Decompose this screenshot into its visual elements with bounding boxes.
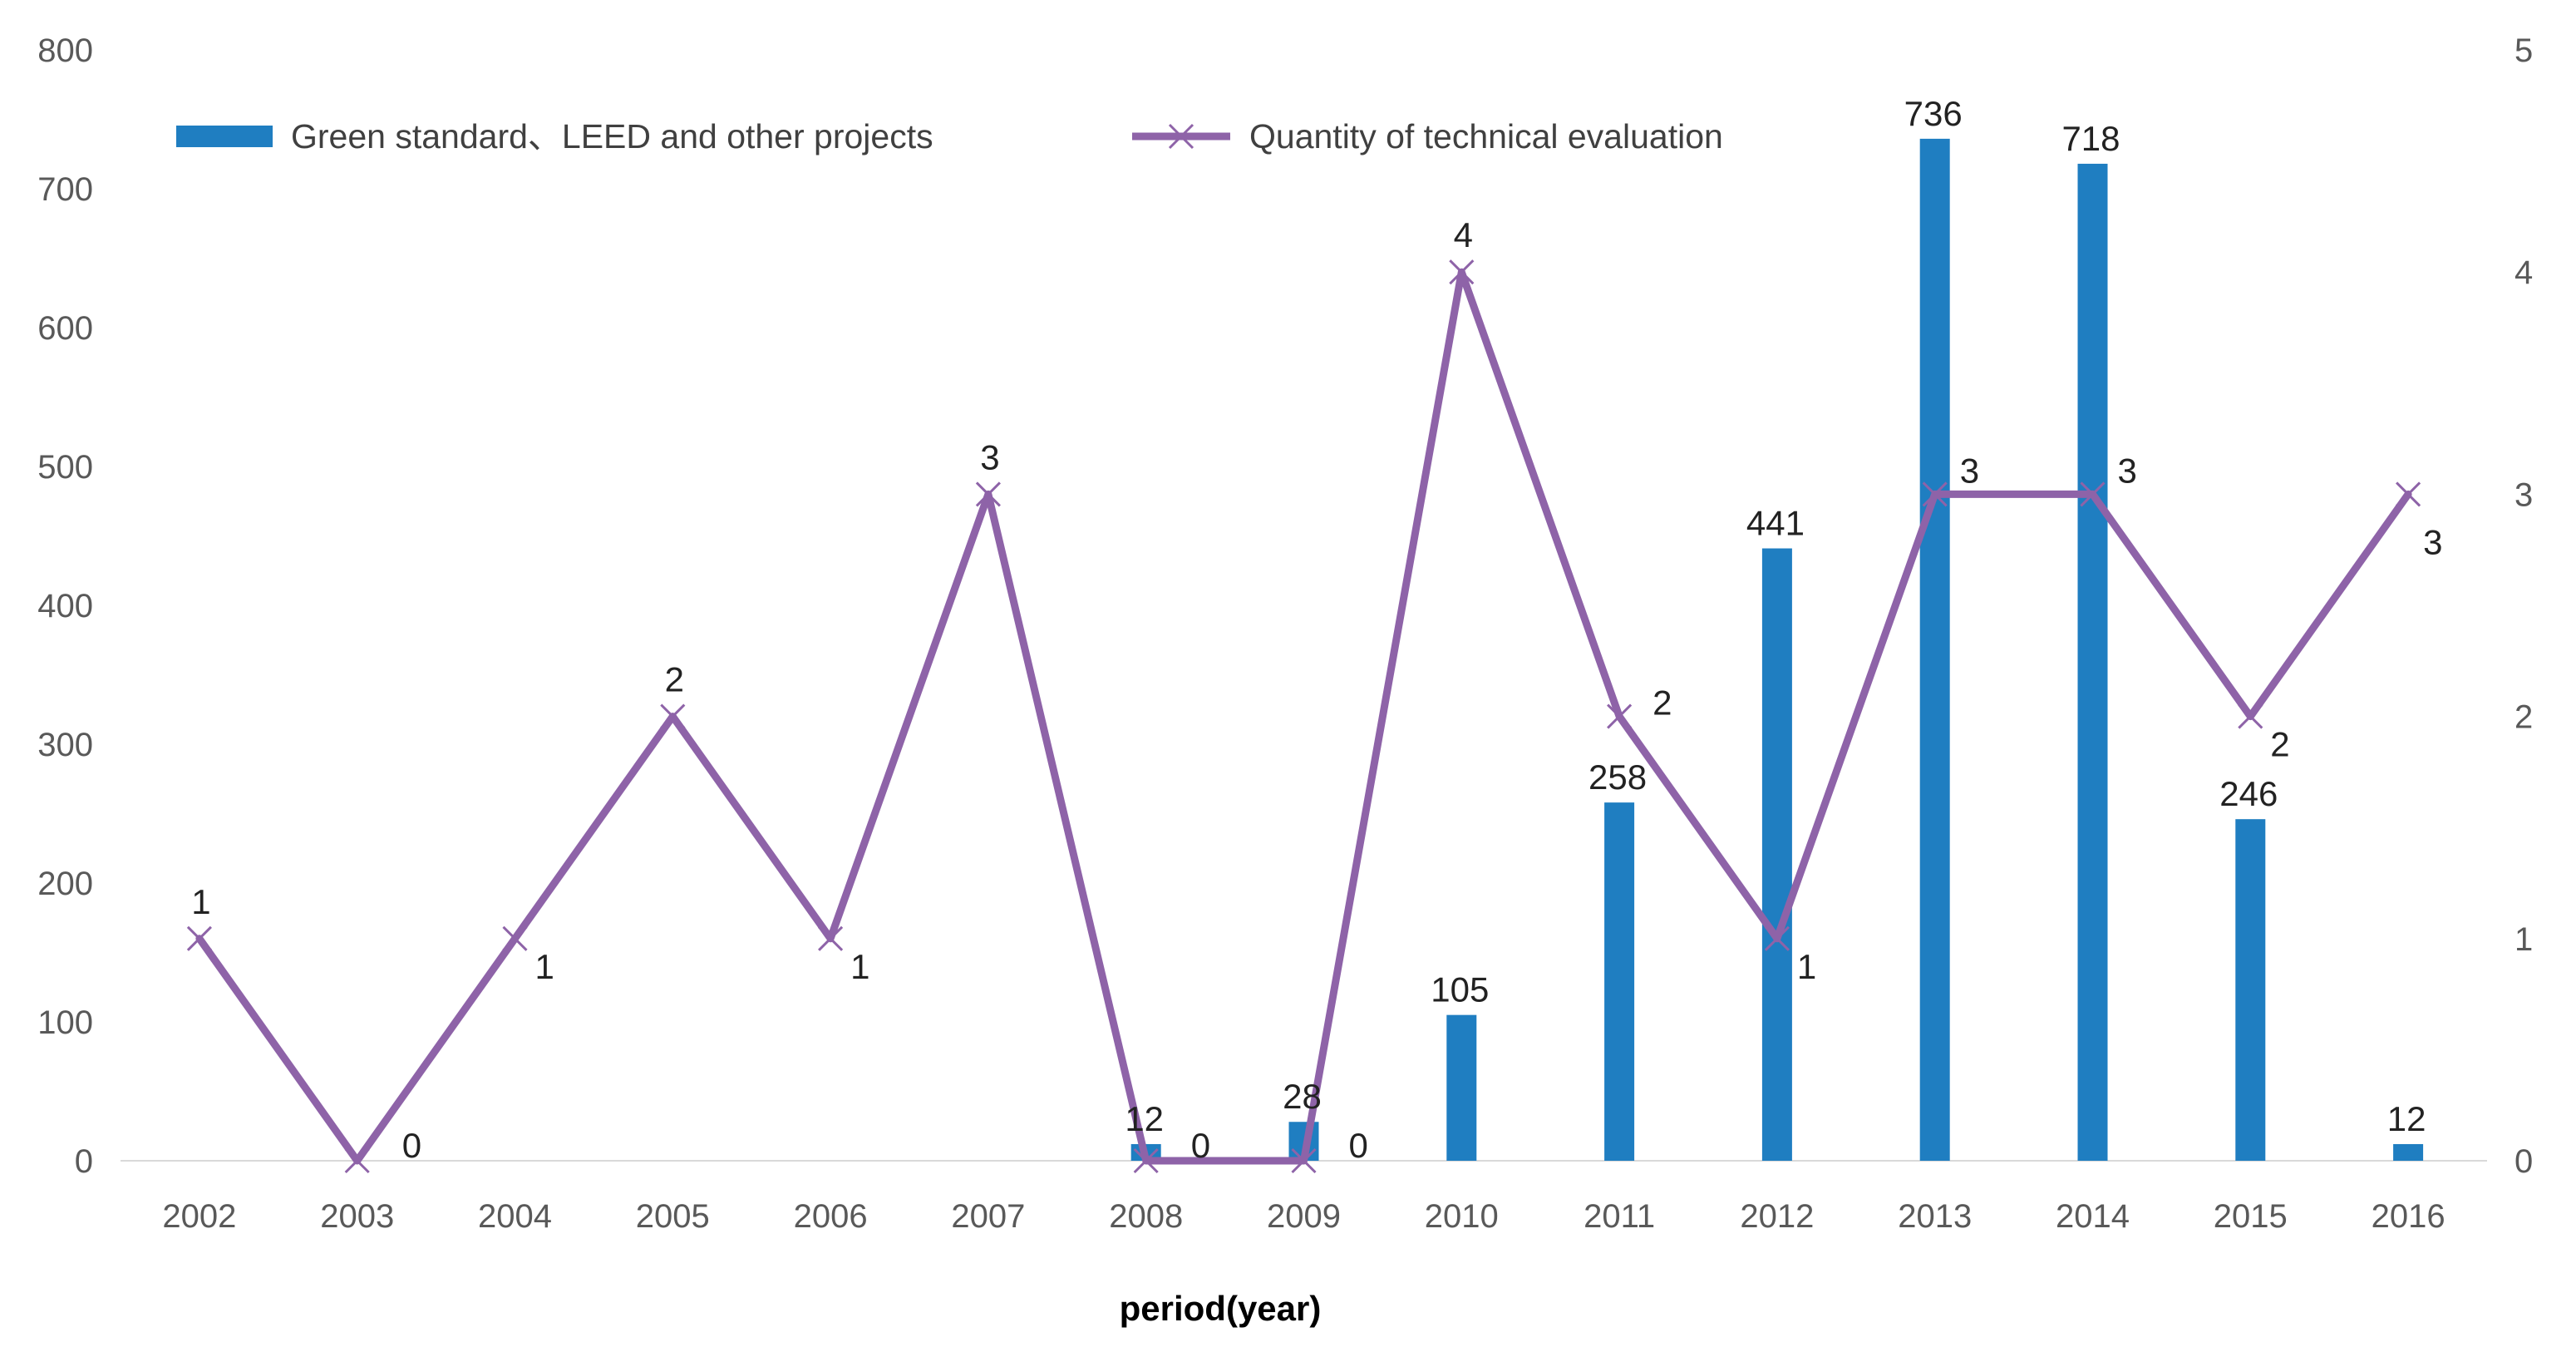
bar-data-label: 258 <box>1588 757 1647 797</box>
bar-data-label: 718 <box>2061 119 2120 158</box>
x-tick-label: 2014 <box>2056 1198 2130 1235</box>
x-tick-label: 2003 <box>320 1198 394 1235</box>
right-tick-label: 1 <box>2514 921 2533 958</box>
left-tick-label: 0 <box>75 1143 93 1180</box>
bar-series <box>1130 138 2424 1162</box>
x-tick-label: 2006 <box>794 1198 868 1235</box>
x-tick-label: 2013 <box>1898 1198 1972 1235</box>
right-tick-label: 0 <box>2514 1143 2533 1180</box>
legend-line-label: Quantity of technical evaluation <box>1249 117 1723 155</box>
line-point <box>1133 1147 1159 1174</box>
bar <box>2235 819 2266 1161</box>
line-point <box>186 925 212 951</box>
x-tick-label: 2005 <box>636 1198 710 1235</box>
line-series <box>186 259 2421 1174</box>
right-tick-label: 4 <box>2514 254 2533 291</box>
line-point <box>1291 1147 1317 1174</box>
bar-data-label: 12 <box>1125 1099 1164 1138</box>
line-point <box>2396 481 2421 507</box>
legend-bar-label: Green standard、LEED and other projects <box>291 117 933 155</box>
bar-data-label: 105 <box>1431 970 1489 1009</box>
line-data-label: 0 <box>1191 1126 1210 1165</box>
x-tick-label: 2009 <box>1267 1198 1341 1235</box>
x-tick-label: 2008 <box>1109 1198 1183 1235</box>
x-tick-label: 2011 <box>1584 1198 1655 1235</box>
line-data-label: 3 <box>1960 451 1979 490</box>
line-path <box>195 268 2412 1165</box>
bar-data-label: 736 <box>1904 94 1963 133</box>
line-data-label: 2 <box>665 660 684 699</box>
line-point <box>660 703 686 729</box>
x-tick-label: 2002 <box>162 1198 236 1235</box>
x-tick-label: 2004 <box>478 1198 552 1235</box>
x-tick-label: 2010 <box>1425 1198 1499 1235</box>
left-tick-label: 500 <box>37 449 93 486</box>
right-tick-label: 2 <box>2514 699 2533 736</box>
left-tick-label: 800 <box>37 32 93 69</box>
line-point <box>2080 481 2106 507</box>
right-tick-label: 3 <box>2514 476 2533 513</box>
right-tick-label: 5 <box>2514 32 2533 69</box>
left-tick-label: 700 <box>37 171 93 208</box>
bar <box>1761 548 1792 1161</box>
line-data-label: 1 <box>850 947 869 986</box>
line-point <box>344 1147 370 1174</box>
line-data-label: 3 <box>2118 451 2137 490</box>
bar <box>2393 1143 2424 1161</box>
left-tick-label: 600 <box>37 310 93 347</box>
left-tick-label: 100 <box>37 1004 93 1041</box>
x-axis-ticks: 2002 2003 2004 2005 2006 2007 2008 2009 2010 2011… <box>162 1198 2445 1235</box>
line-data-label: 0 <box>402 1126 421 1165</box>
bar-data-label: 246 <box>2219 774 2278 813</box>
line-data-label: 1 <box>191 882 210 921</box>
line-data-label: 1 <box>535 947 554 986</box>
line-data-label: 2 <box>1652 683 1672 723</box>
bar <box>1919 138 1950 1161</box>
line-data-label: 1 <box>1797 947 1816 986</box>
line-point <box>975 481 1001 507</box>
legend-bar-swatch <box>176 126 273 147</box>
bar <box>1446 1014 1477 1161</box>
line-data-label: 0 <box>1349 1126 1368 1165</box>
legend: Green standard、LEED and other projects Q… <box>176 117 1723 155</box>
line-point <box>2238 703 2263 729</box>
right-axis-ticks: 0 1 2 3 4 5 <box>2514 32 2533 1180</box>
x-tick-label: 2007 <box>951 1198 1025 1235</box>
line-point <box>1449 259 1475 285</box>
left-tick-label: 300 <box>37 727 93 763</box>
bar-data-label: 28 <box>1283 1077 1322 1116</box>
bar-data-label: 441 <box>1746 504 1805 543</box>
bar <box>1604 802 1635 1161</box>
line-point <box>502 925 528 951</box>
x-tick-label: 2015 <box>2214 1198 2288 1235</box>
line-data-label: 4 <box>1454 215 1473 254</box>
bar-data-label: 12 <box>2387 1099 2426 1138</box>
left-tick-label: 400 <box>37 588 93 624</box>
left-tick-label: 200 <box>37 866 93 902</box>
line-point <box>1607 703 1633 729</box>
legend-line-marker <box>1168 123 1194 150</box>
line-point <box>1764 925 1790 951</box>
line-point <box>1922 481 1948 507</box>
line-data-label: 3 <box>2423 522 2442 561</box>
line-data-label: 2 <box>2270 725 2289 764</box>
line-point <box>818 925 844 951</box>
x-axis-title: period(year) <box>1120 1289 1322 1328</box>
left-axis-ticks: 0 100 200 300 400 500 600 700 800 <box>37 32 93 1180</box>
line-data-label: 3 <box>980 437 999 476</box>
x-tick-label: 2012 <box>1740 1198 1814 1235</box>
bar <box>2077 163 2108 1162</box>
x-tick-label: 2016 <box>2372 1198 2445 1235</box>
